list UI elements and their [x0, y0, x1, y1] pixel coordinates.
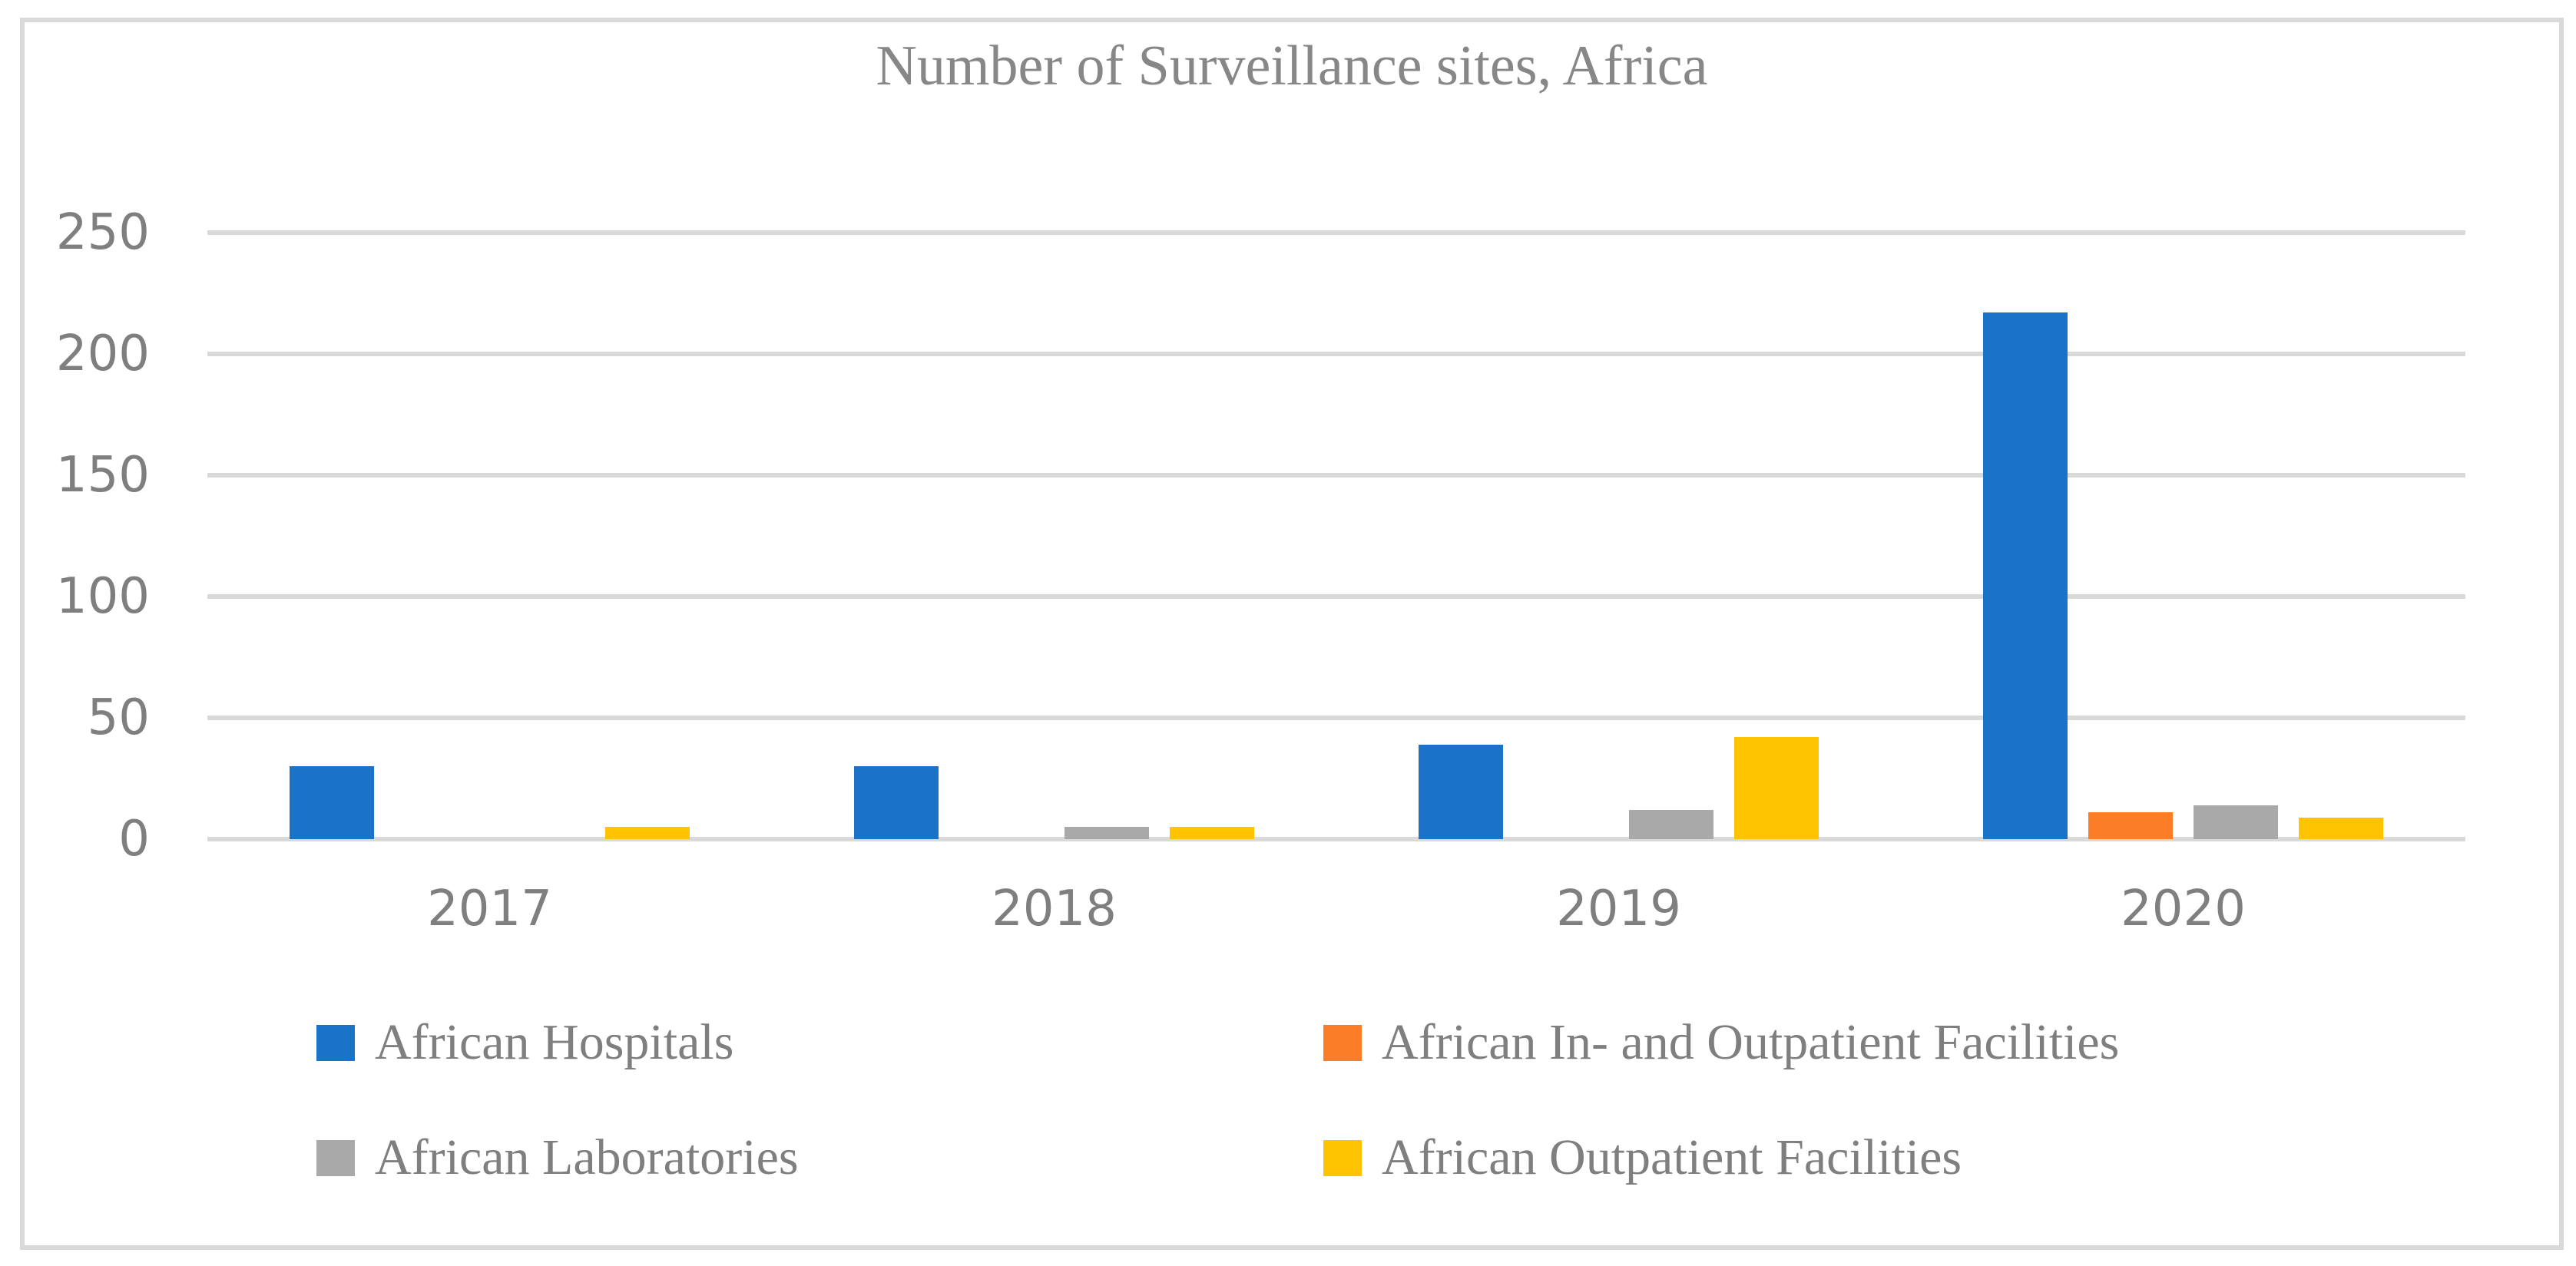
- chart-title: Number of Surveillance sites, Africa: [876, 35, 1708, 98]
- bar-2018-series-3: [1170, 827, 1254, 839]
- legend-swatch-icon: [1323, 1139, 1362, 1176]
- bar-2018-series-0: [854, 766, 939, 839]
- bar-2017-series-3: [605, 827, 690, 839]
- gridline-y-50: [207, 716, 2465, 720]
- y-tick-label: 150: [55, 447, 150, 504]
- bar-2017-series-0: [290, 766, 374, 839]
- gridline-y-100: [207, 594, 2465, 599]
- plot-area: [207, 230, 2465, 841]
- y-tick-label: 50: [87, 689, 150, 746]
- y-tick-label: 200: [55, 326, 150, 382]
- bar-2019-series-2: [1629, 810, 1713, 839]
- bar-2019-series-0: [1419, 744, 1503, 839]
- gridline-y-200: [207, 352, 2465, 356]
- bar-2020-series-3: [2299, 817, 2383, 839]
- legend-swatch-icon: [316, 1139, 355, 1176]
- gridline-y-0: [207, 837, 2465, 841]
- y-tick-label: 0: [118, 811, 150, 868]
- x-axis-label-2017: 2017: [427, 881, 552, 937]
- gridline-y-250: [207, 230, 2465, 235]
- legend-swatch-icon: [316, 1024, 355, 1061]
- bar-2018-series-2: [1065, 827, 1149, 839]
- bar-2020-series-1: [2088, 812, 2173, 839]
- legend-item: African In- and Outpatient Facilities: [1323, 1012, 2119, 1073]
- legend-label: African Laboratories: [375, 1129, 799, 1185]
- x-axis-label-2018: 2018: [992, 881, 1117, 937]
- legend-swatch-icon: [1323, 1024, 1362, 1061]
- gridline-y-150: [207, 473, 2465, 478]
- legend-item: African Hospitals: [316, 1012, 733, 1073]
- bar-2020-series-0: [1983, 312, 2068, 839]
- legend-item: African Outpatient Facilities: [1323, 1127, 1962, 1188]
- bar-2020-series-2: [2194, 805, 2278, 839]
- x-axis-label-2020: 2020: [2121, 881, 2246, 937]
- legend-label: African Outpatient Facilities: [1382, 1129, 1962, 1185]
- y-tick-label: 100: [55, 568, 150, 625]
- chart-border-frame: [20, 18, 2564, 1250]
- y-tick-label: 250: [55, 204, 150, 261]
- legend-label: African Hospitals: [375, 1014, 734, 1070]
- bar-2019-series-3: [1734, 737, 1819, 839]
- legend-item: African Laboratories: [316, 1127, 799, 1188]
- x-axis-label-2019: 2019: [1556, 881, 1681, 937]
- legend-label: African In- and Outpatient Facilities: [1382, 1014, 2120, 1070]
